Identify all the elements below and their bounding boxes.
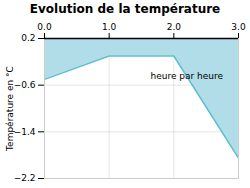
svg-text:3.0: 3.0: [231, 22, 246, 32]
svg-text:−2.2: −2.2: [14, 173, 36, 183]
svg-text:0.2: 0.2: [21, 33, 35, 43]
svg-text:heure par heure: heure par heure: [150, 71, 223, 81]
html-text:Evolution de la température: Evolution de la température: [29, 2, 221, 16]
svg-text:0.0: 0.0: [37, 22, 52, 32]
svg-text:2.0: 2.0: [167, 22, 182, 32]
svg-text:−0.6: −0.6: [14, 80, 36, 90]
svg-text:Température en °C: Température en °C: [5, 66, 15, 152]
svg-text:−1.4: −1.4: [14, 127, 36, 137]
svg-text:1.0: 1.0: [102, 22, 117, 32]
